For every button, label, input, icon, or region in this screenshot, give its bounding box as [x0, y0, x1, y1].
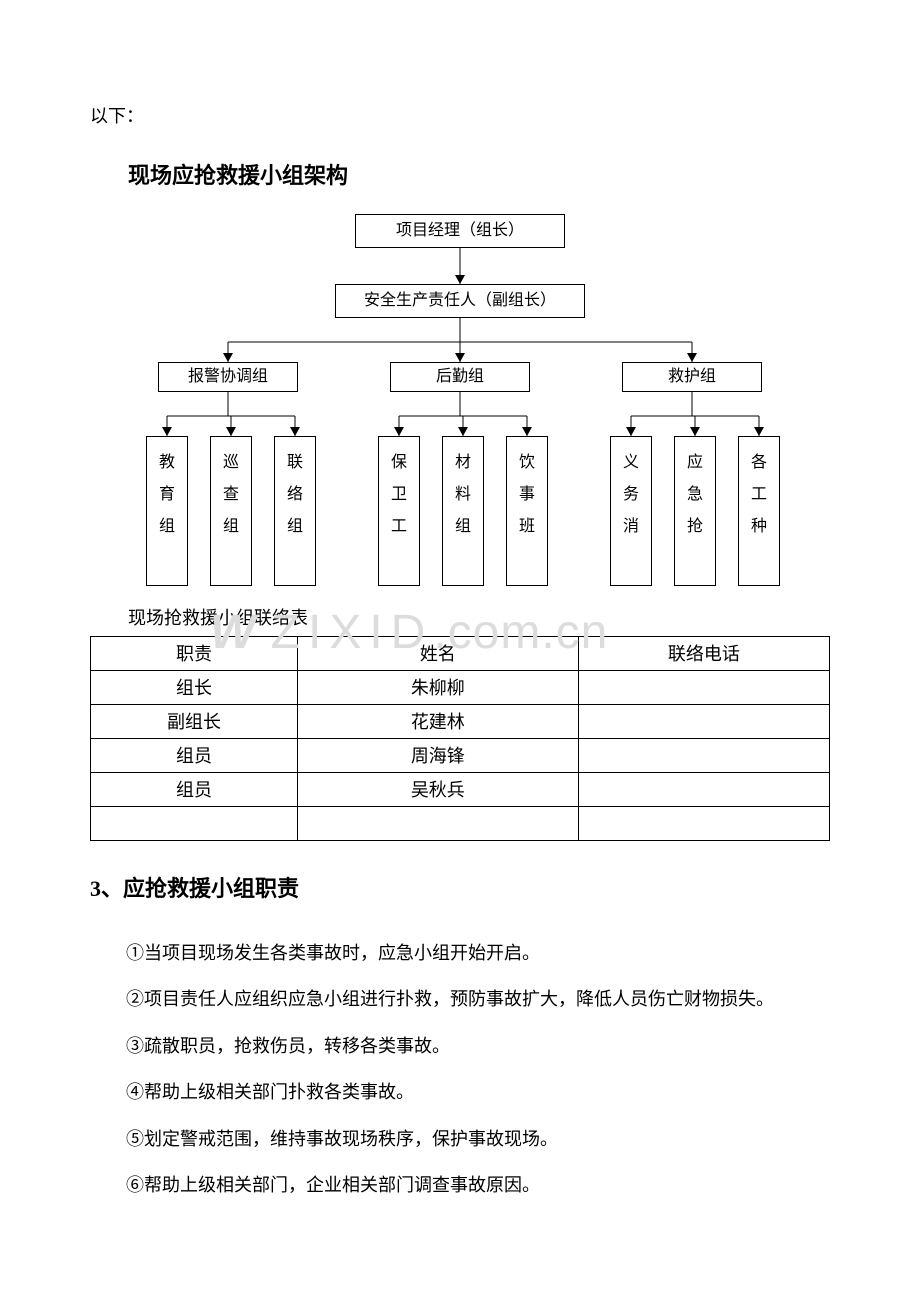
- org-node-leader: 项目经理（组长）: [355, 214, 565, 248]
- table-cell: 花建林: [297, 705, 578, 739]
- org-leaf-node: 联络组: [274, 436, 316, 586]
- table-cell: 朱柳柳: [297, 671, 578, 705]
- duty-item: ②项目责任人应组织应急小组进行扑救，预防事故扩大，降低人员伤亡财物损失。: [90, 983, 830, 1015]
- duty-item: ⑤划定警戒范围，维持事故现场秩序，保护事故现场。: [90, 1123, 830, 1155]
- th-role: 职责: [91, 637, 298, 671]
- org-chart: 项目经理（组长） 安全生产责任人（副组长） 报警协调组 后勤组 救护组 教育组巡…: [90, 214, 830, 594]
- org-node-group-rescue: 救护组: [622, 362, 762, 392]
- org-node-group-alarm: 报警协调组: [158, 362, 298, 392]
- table-cell: [297, 807, 578, 841]
- table-cell: 吴秋兵: [297, 773, 578, 807]
- org-leaf-node: 义务消: [610, 436, 652, 586]
- duty-item: ④帮助上级相关部门扑救各类事故。: [90, 1076, 830, 1108]
- duty-item: ⑥帮助上级相关部门，企业相关部门调查事故原因。: [90, 1169, 830, 1201]
- table-cell: 组长: [91, 671, 298, 705]
- org-leaf-node: 巡查组: [210, 436, 252, 586]
- table-cell: 副组长: [91, 705, 298, 739]
- table-row: 组员周海锋: [91, 739, 830, 773]
- table-cell: 周海锋: [297, 739, 578, 773]
- table-caption: 现场抢救援小组联络表: [90, 602, 830, 634]
- table-cell: [578, 807, 829, 841]
- heading-duties: 3、应抢救援小组职责: [90, 869, 830, 909]
- org-leaf-node: 教育组: [146, 436, 188, 586]
- org-leaf-node: 应急抢: [674, 436, 716, 586]
- th-phone: 联络电话: [578, 637, 829, 671]
- org-node-deputy: 安全生产责任人（副组长）: [335, 284, 585, 318]
- table-cell: 组员: [91, 773, 298, 807]
- table-row: [91, 807, 830, 841]
- th-name: 姓名: [297, 637, 578, 671]
- table-row: 副组长花建林: [91, 705, 830, 739]
- table-cell: [578, 739, 829, 773]
- table-row: 组长朱柳柳: [91, 671, 830, 705]
- duties-list: ①当项目现场发生各类事故时，应急小组开始开启。 ②项目责任人应组织应急小组进行扑救…: [90, 937, 830, 1201]
- table-cell: [578, 773, 829, 807]
- table-cell: 组员: [91, 739, 298, 773]
- table-row: 组员吴秋兵: [91, 773, 830, 807]
- intro-text: 以下：: [90, 100, 830, 132]
- org-leaf-node: 各工种: [738, 436, 780, 586]
- table-cell: [578, 705, 829, 739]
- org-leaf-node: 材料组: [442, 436, 484, 586]
- duty-item: ③疏散职员，抢救伤员，转移各类事故。: [90, 1030, 830, 1062]
- contacts-table: 职责 姓名 联络电话 组长朱柳柳 副组长花建林 组员周海锋 组员吴秋兵: [90, 636, 830, 841]
- org-leaf-node: 保卫工: [378, 436, 420, 586]
- table-cell: [91, 807, 298, 841]
- heading-org-structure: 现场应抢救援小组架构: [90, 156, 830, 196]
- org-leaf-node: 饮事班: [506, 436, 548, 586]
- duty-item: ①当项目现场发生各类事故时，应急小组开始开启。: [90, 937, 830, 969]
- table-cell: [578, 671, 829, 705]
- org-node-group-logistics: 后勤组: [390, 362, 530, 392]
